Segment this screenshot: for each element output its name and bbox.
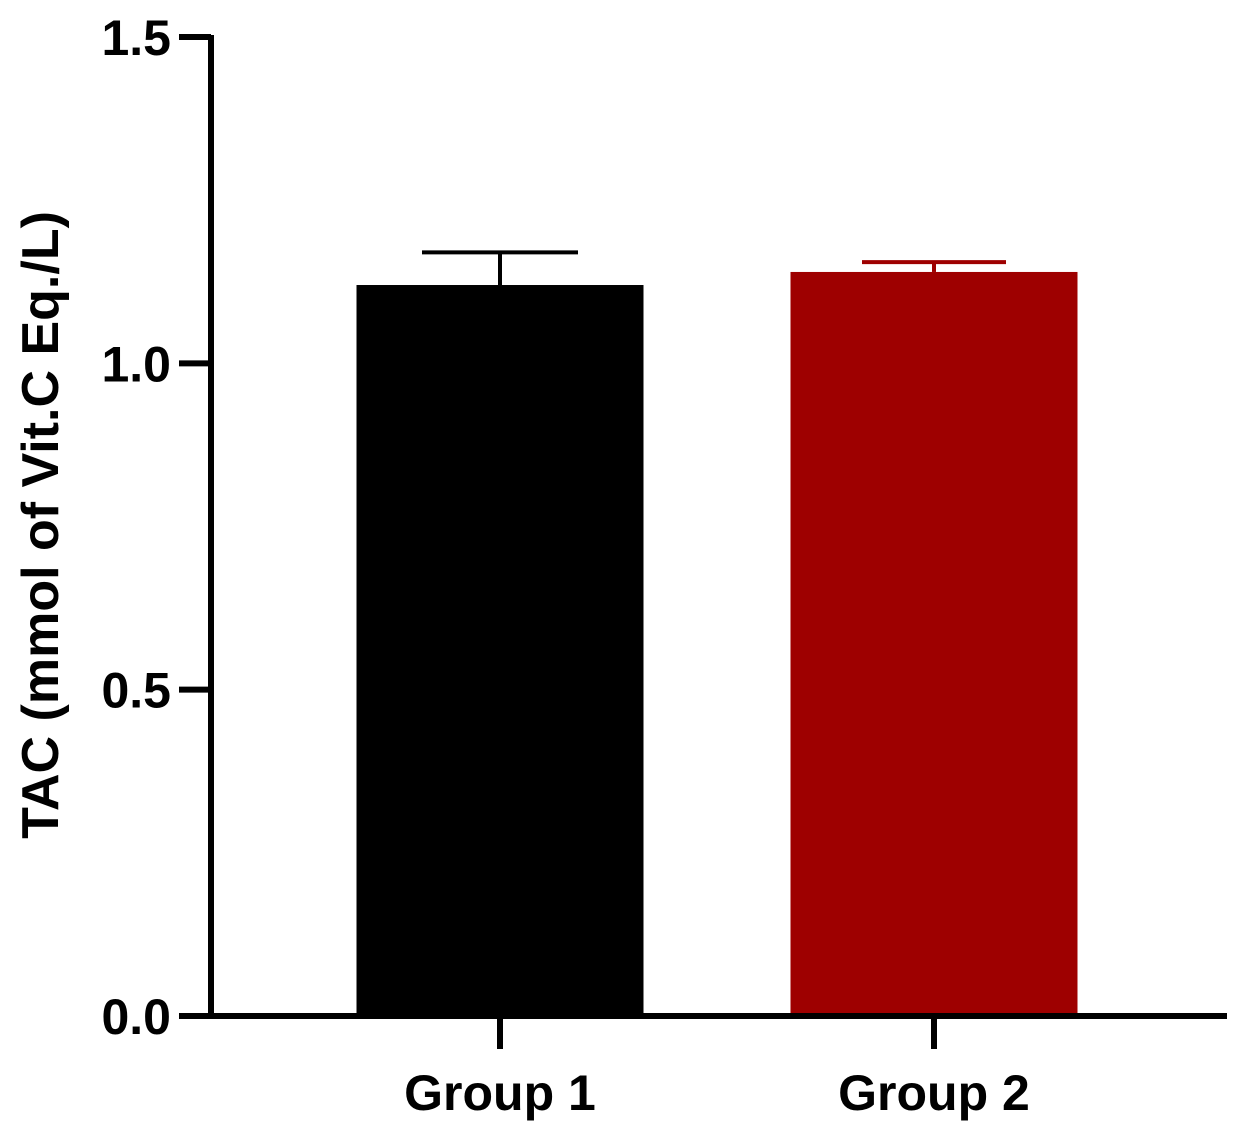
bar-1 (356, 285, 644, 1017)
y-tick-label: 0.0 (101, 989, 171, 1045)
y-tick-label: 0.5 (101, 663, 171, 719)
x-tick-label: Group 2 (838, 1065, 1030, 1121)
y-tick-label: 1.5 (101, 10, 171, 66)
bar-2 (790, 271, 1078, 1017)
y-axis-title: TAC (mmol of Vit.C Eq./L) (12, 211, 70, 839)
plot-area: 0.0 0.5 1.0 1.5 Group 1 Group 2 (101, 10, 1227, 1121)
y-tick-label: 1.0 (101, 336, 171, 392)
x-tick-label: Group 1 (404, 1065, 596, 1121)
